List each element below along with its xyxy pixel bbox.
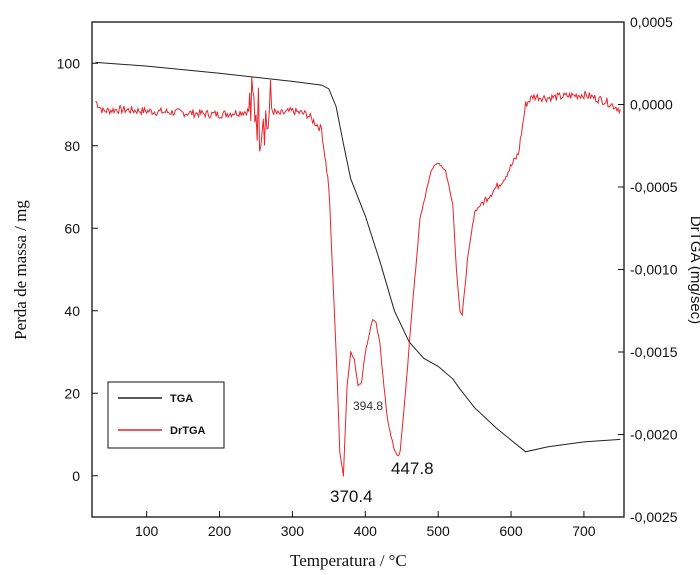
legend: TGA DrTGA [107, 381, 225, 449]
legend-label-tga: TGA [170, 393, 193, 405]
y-left-tick-label: 0 [72, 468, 80, 484]
legend-label-drtga: DrTGA [170, 425, 206, 437]
legend-box [107, 381, 225, 449]
annotation-394: 394.8 [353, 399, 383, 413]
x-axis-title-main: Temperatura / [290, 551, 385, 570]
x-tick-label: 600 [499, 523, 523, 539]
y-left-axis-title: Perda de massa / mg [11, 200, 30, 340]
x-tick-label: 200 [208, 523, 232, 539]
y-right-axis-title: DrTGA (mg/sec) [687, 216, 700, 324]
x-tick-label: 700 [572, 523, 596, 539]
y-left-tick-label: 60 [64, 220, 80, 236]
annotation-447: 447.8 [391, 459, 434, 478]
y-right-tick-label: 0,0005 [630, 14, 673, 30]
y-left-tick-label: 20 [64, 385, 80, 401]
x-axis-title-unit: °C [389, 551, 407, 570]
y-left-tick-label: 100 [57, 55, 81, 71]
series-line-drtga [95, 76, 621, 477]
x-tick-label: 500 [426, 523, 450, 539]
y-right-tick-label: 0,0000 [630, 97, 673, 113]
annotation-370: 370.4 [330, 487, 373, 506]
y-right-tick-label: -0,0020 [630, 427, 678, 443]
x-axis-ticks: 100 200 300 400 500 600 700 [135, 511, 596, 539]
x-tick-label: 400 [354, 523, 378, 539]
x-tick-label: 100 [135, 523, 159, 539]
y-left-tick-label: 80 [64, 138, 80, 154]
y-left-tick-label: 40 [64, 303, 80, 319]
x-axis-title: Temperatura / °C [290, 551, 407, 570]
y-right-tick-label: -0,0015 [630, 344, 678, 360]
y-right-tick-label: -0,0025 [630, 509, 678, 525]
x-tick-label: 300 [281, 523, 305, 539]
y-right-tick-label: -0,0005 [630, 179, 678, 195]
y-right-axis-ticks: -0,0025 -0,0020 -0,0015 -0,0010 -0,0005 0,000… [618, 14, 678, 525]
y-right-tick-label: -0,0010 [630, 262, 678, 278]
series-line-tga [95, 61, 621, 453]
y-left-axis-ticks: 0 20 40 60 80 100 [57, 55, 98, 484]
